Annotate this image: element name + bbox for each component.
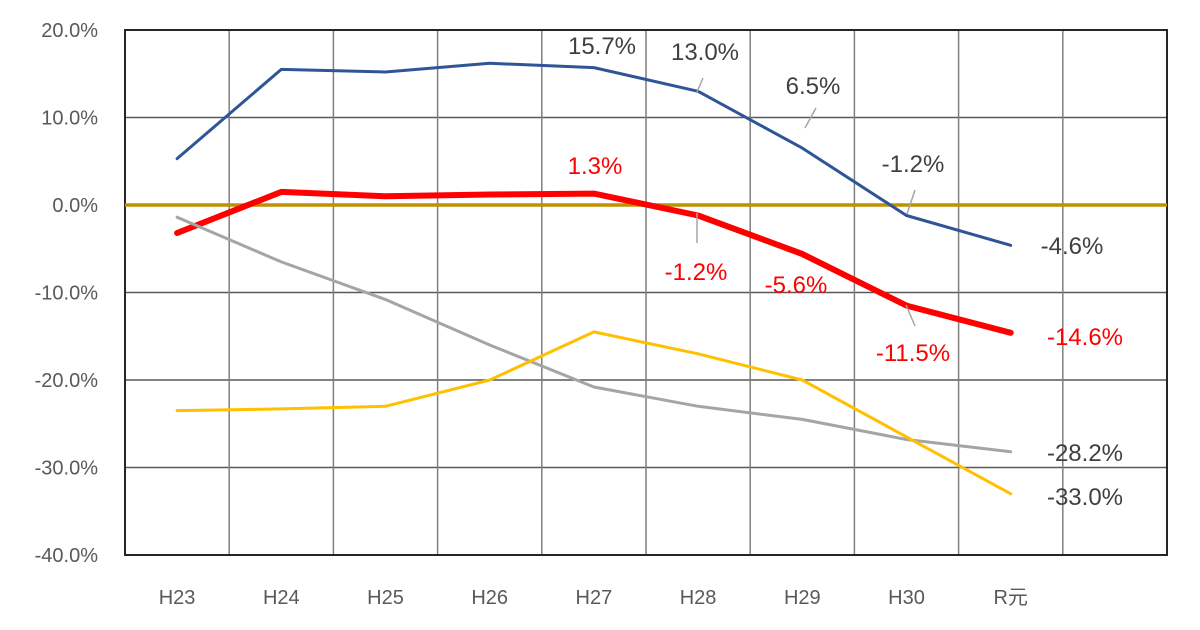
x-tick-label: H28: [680, 587, 717, 609]
x-tick-label: H30: [888, 587, 925, 609]
data-label-gray: -28.2%: [1047, 440, 1123, 467]
data-label-red: 1.3%: [568, 153, 623, 180]
y-axis-labels: 20.0% 10.0% 0.0% -10.0% -20.0% -30.0% -40.0%: [35, 20, 99, 567]
data-labels: 15.7% 13.0% 6.5% -1.2% -4.6% 1.3% -1.2% -5.6% -1…: [568, 33, 1123, 511]
x-tick-label: H24: [263, 587, 300, 609]
data-label-red: -1.2%: [665, 259, 728, 286]
y-tick-label: 0.0%: [52, 195, 98, 217]
plot-border: [124, 29, 1168, 556]
leader-line: [906, 189, 916, 215]
data-label-blue: 13.0%: [671, 39, 739, 66]
series-lines: [174, 61, 1014, 496]
y-tick-label: -10.0%: [35, 283, 99, 305]
leader-line: [804, 107, 817, 129]
y-tick-label: -40.0%: [35, 545, 99, 567]
leader-line: [696, 77, 704, 93]
x-tick-label: H26: [471, 587, 508, 609]
x-tick-label: H29: [784, 587, 821, 609]
y-tick-label: -30.0%: [35, 458, 99, 480]
y-tick-label: 20.0%: [41, 20, 98, 42]
data-label-blue: 15.7%: [568, 33, 636, 60]
label-leader-lines: [696, 77, 916, 327]
gridlines: [124, 29, 1168, 556]
y-tick-label: 10.0%: [41, 108, 98, 130]
series-line-gray: [175, 215, 1013, 454]
x-tick-label: H23: [159, 587, 196, 609]
data-label-red: -11.5%: [876, 340, 950, 367]
x-tick-label: R元: [993, 587, 1027, 609]
x-tick-label: H25: [367, 587, 404, 609]
x-axis-labels: H23 H24 H25 H26 H27 H28 H29 H30 R元: [159, 587, 1028, 609]
data-label-yellow: -33.0%: [1047, 484, 1123, 511]
series-line-red: [174, 188, 1014, 336]
data-label-blue: -1.2%: [882, 151, 945, 178]
data-label-blue: -4.6%: [1041, 233, 1104, 260]
data-label-red: -14.6%: [1047, 324, 1123, 351]
data-label-blue: 6.5%: [786, 73, 841, 100]
y-tick-label: -20.0%: [35, 370, 99, 392]
x-tick-label: H27: [576, 587, 613, 609]
data-label-red: -5.6%: [765, 272, 828, 299]
leader-line: [905, 304, 916, 327]
